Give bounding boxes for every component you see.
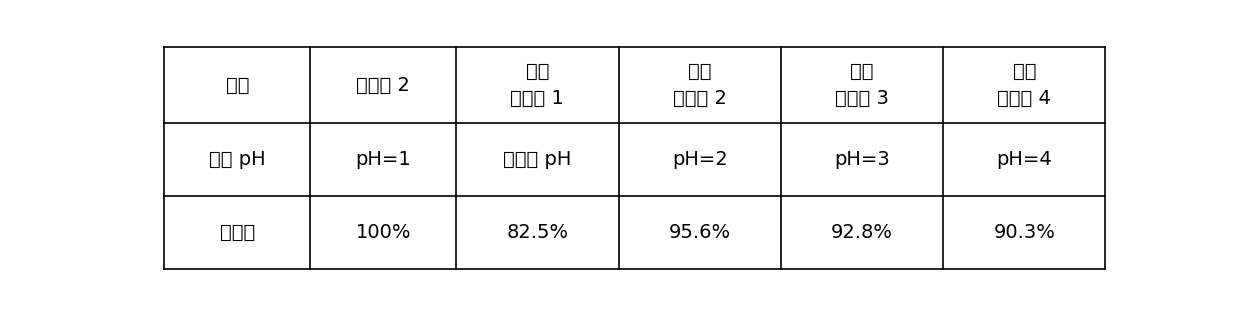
Text: 不控制 pH: 不控制 pH bbox=[503, 150, 571, 169]
Text: 项目: 项目 bbox=[225, 76, 249, 95]
Text: 实施例 2: 实施例 2 bbox=[357, 76, 410, 95]
Text: 对比: 对比 bbox=[1012, 62, 1036, 81]
Text: 100%: 100% bbox=[356, 223, 411, 242]
Text: pH=3: pH=3 bbox=[834, 150, 890, 169]
Text: 对比: 对比 bbox=[688, 62, 711, 81]
Text: 82.5%: 82.5% bbox=[507, 223, 569, 242]
Text: pH=2: pH=2 bbox=[672, 150, 727, 169]
Text: 溶解度: 溶解度 bbox=[219, 223, 255, 242]
Text: pH=1: pH=1 bbox=[356, 150, 411, 169]
Text: 对比: 对比 bbox=[525, 62, 549, 81]
Text: 终点 pH: 终点 pH bbox=[209, 150, 265, 169]
Text: 对比: 对比 bbox=[850, 62, 873, 81]
Text: 90.3%: 90.3% bbox=[994, 223, 1056, 242]
Text: 实施例 2: 实施例 2 bbox=[673, 89, 726, 108]
Text: 实施例 1: 实施例 1 bbox=[510, 89, 564, 108]
Text: 实施例 4: 实施例 4 bbox=[997, 89, 1051, 108]
Text: pH=4: pH=4 bbox=[996, 150, 1052, 169]
Text: 92.8%: 92.8% bbox=[831, 223, 893, 242]
Text: 实施例 3: 实施例 3 bbox=[835, 89, 888, 108]
Text: 95.6%: 95.6% bbox=[669, 223, 731, 242]
